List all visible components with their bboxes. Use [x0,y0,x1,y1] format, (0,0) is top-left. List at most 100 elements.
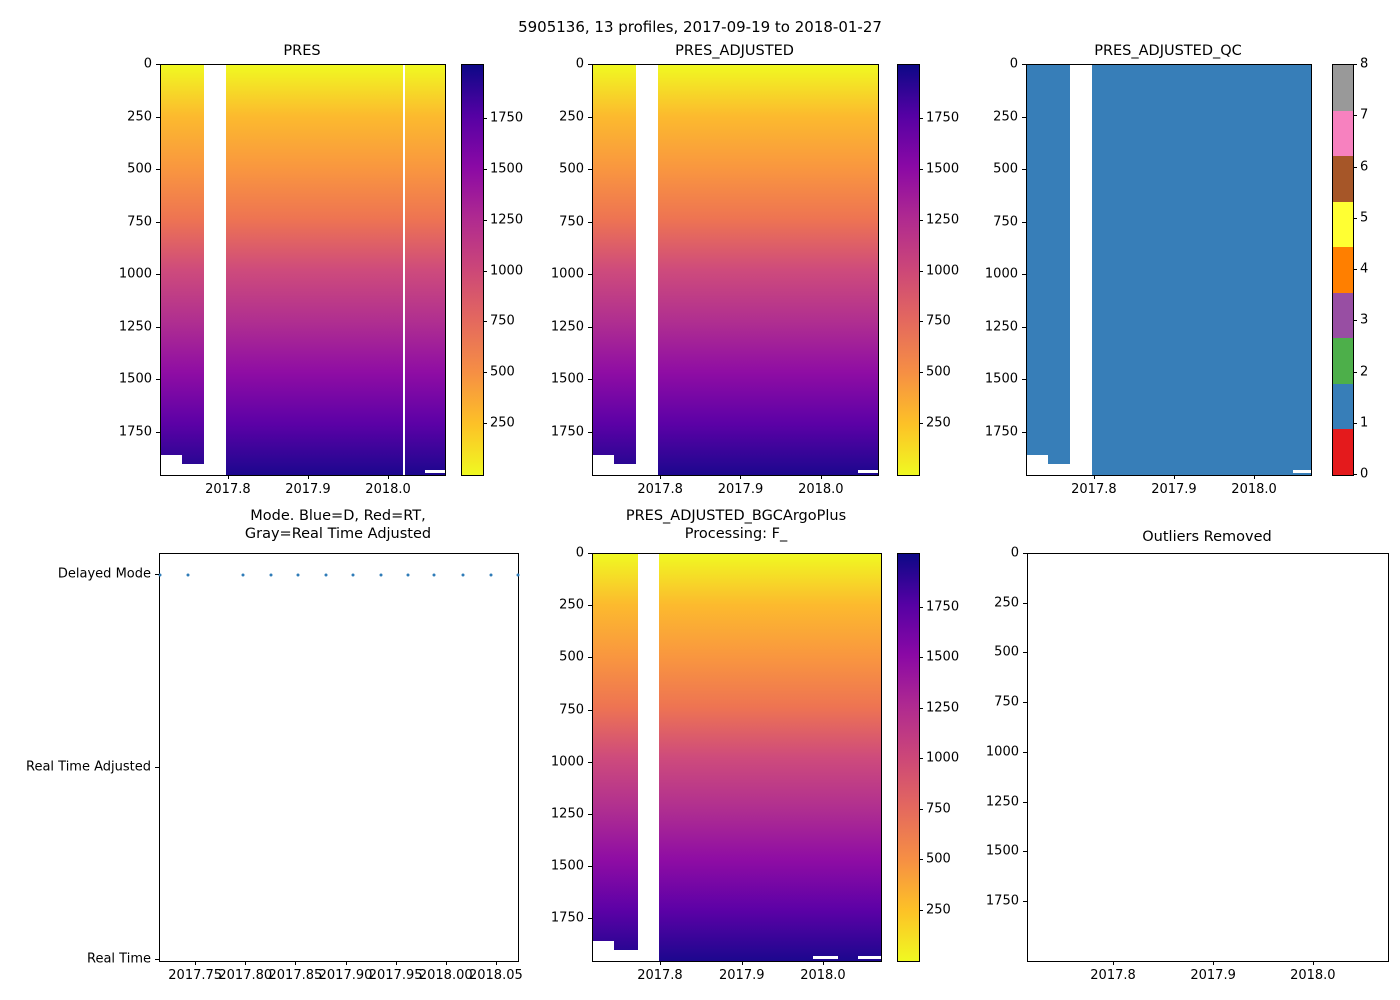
mode-data-point [379,573,383,577]
bottom-missing-notch [857,956,881,959]
x-tick-label: 2018.0 [800,968,846,983]
panel-title-pres-adjusted-qc: PRES_ADJUSTED_QC [1094,43,1242,59]
colorbar-tick-label: 500 [490,364,515,380]
y-tick-label: 500 [994,644,1019,660]
x-tickmark [245,961,246,965]
colorbar-tickmark [1353,167,1357,168]
y-tick-label: 1500 [118,371,152,387]
x-tick-label: 2017.9 [285,482,331,497]
y-tick-label: 0 [575,56,584,72]
x-tick-label: 2017.8 [1090,968,1136,983]
y-tickmark [1022,117,1026,118]
y-tickmark [156,169,160,170]
x-tickmark [346,961,347,965]
y-tickmark [588,866,592,867]
colorbar-tickmark [1353,269,1357,270]
x-tick-label: 2017.90 [318,968,373,983]
colorbar-tick-label: 500 [926,851,951,867]
y-tick-label: 1500 [984,371,1018,387]
colorbar-tick-label: 1750 [926,599,960,615]
y-tickmark [156,64,160,65]
y-tick-label: 750 [994,694,1019,710]
colorbar-pres-adjusted-qc [1332,64,1354,476]
y-tick-label: 1750 [985,893,1019,909]
colorbar-tickmark [919,271,923,272]
y-category-label: Real Time Adjusted [26,759,151,775]
colorbar-pres-adjusted [897,64,920,476]
missing-profile-gap [636,65,659,475]
missing-profile-gap [203,65,227,475]
y-tick-label: 1250 [984,319,1018,335]
colorbar-tick-label: 1500 [490,161,524,177]
colorbar-segment-5 [1333,201,1353,248]
mode-data-point [296,573,300,577]
colorbar-gradient [898,65,919,475]
y-tick-label: 1750 [550,910,584,926]
colorbar-tickmark [919,321,923,322]
bottom-missing-notch [425,470,445,473]
y-tick-label: 250 [994,595,1019,611]
y-tick-label: 1000 [550,266,584,282]
y-tickmark [588,918,592,919]
mode-data-point [351,573,355,577]
colorbar-tick-label: 1000 [926,263,960,279]
plot-area-pres-adjusted-bgc [592,553,882,962]
colorbar-tickmark [1353,320,1357,321]
colorbar-tickmark [1353,372,1357,373]
x-tickmark [1213,961,1214,965]
colorbar-segment-2 [1333,338,1353,384]
x-tick-label: 2018.0 [798,482,844,497]
y-tick-label: 500 [559,161,584,177]
x-tick-label: 2017.8 [1071,482,1117,497]
colorbar-tick-label: 1250 [926,700,960,716]
colorbar-tickmark [919,758,923,759]
x-tickmark [388,475,389,479]
colorbar-tick-label: 750 [926,313,951,329]
figure-title: 5905136, 13 profiles, 2017-09-19 to 2018… [518,18,882,36]
y-tick-label: 1000 [985,744,1019,760]
colorbar-tick-label: 1250 [490,212,524,228]
y-tickmark [1022,64,1026,65]
colorbar-tick-label: 1500 [926,649,960,665]
y-tickmark [588,553,592,554]
y-tickmark [1023,752,1027,753]
colorbar-tickmark [483,271,487,272]
plot-area-pres [160,64,446,476]
colorbar-gradient [462,65,483,475]
y-tick-label: 250 [559,597,584,613]
colorbar-tickmark [483,169,487,170]
missing-profile-gap [637,554,659,961]
colorbar-tick-label: 1250 [926,212,960,228]
y-tickmark [1023,901,1027,902]
bottom-missing-notch [858,470,878,473]
y-tick-label: 0 [575,545,584,561]
y-tick-label: 750 [559,702,584,718]
y-tick-label: 250 [993,109,1018,125]
bottom-missing-notch [813,956,839,959]
bottom-missing-step [182,463,204,475]
colorbar-tick-label: 2 [1360,364,1369,379]
missing-profile-gap [1069,65,1093,475]
mode-data-point [461,573,465,577]
panel-title-pres: PRES [283,43,321,59]
colorbar-tickmark [483,372,487,373]
y-tick-label: 750 [559,214,584,230]
y-tick-label: 1500 [550,858,584,874]
plot-area-outliers-removed [1027,553,1389,962]
bottom-missing-step [1048,463,1070,475]
y-tick-label: 0 [1009,56,1018,72]
y-tickmark [1022,222,1026,223]
y-tickmark [588,605,592,606]
colorbar-tickmark [919,910,923,911]
colorbar-gradient [898,554,919,961]
x-tick-label: 2017.9 [717,482,764,497]
x-tickmark [660,475,661,479]
x-tick-label: 2017.9 [1151,482,1197,497]
y-tickmark [1023,702,1027,703]
y-tick-label: 250 [127,109,152,125]
y-tick-label: 1500 [550,371,584,387]
colorbar-tickmark [1353,218,1357,219]
x-tickmark [660,961,661,965]
